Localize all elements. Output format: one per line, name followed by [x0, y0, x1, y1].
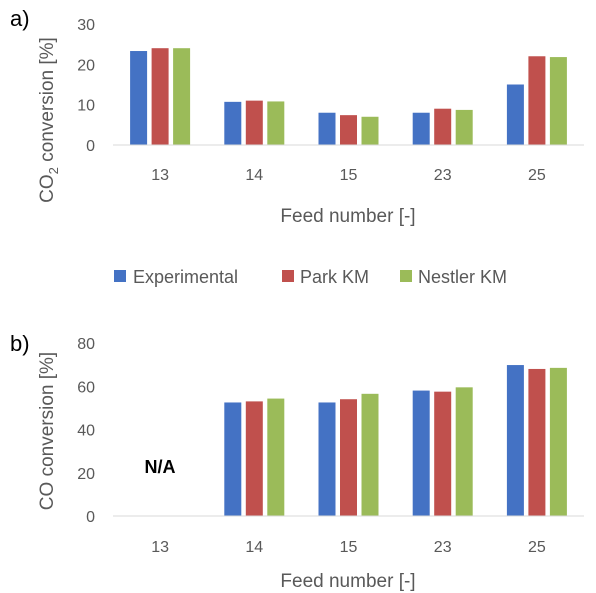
bar-b-park-km-15: [340, 399, 357, 516]
y-tick-label-b-2: 40: [77, 423, 95, 440]
bar-a-park-km-15: [340, 115, 357, 145]
x-tick-label-a-25: 25: [528, 167, 546, 184]
y-axis-title-a-sub: 2: [46, 167, 61, 174]
legend: Experimental Park KM Nestler KM: [114, 267, 507, 287]
bar-b-park-km-23: [434, 391, 452, 516]
bar-a-experimental-15: [318, 112, 336, 145]
y-tick-label-a-3: 30: [77, 17, 95, 34]
y-tick-label-b-4: 80: [77, 336, 95, 353]
bar-a-nestler-km-25: [549, 57, 567, 145]
bar-b-experimental-23: [412, 390, 430, 516]
bar-a-nestler-km-13: [173, 48, 191, 146]
y-tick-label-a-2: 20: [77, 57, 95, 74]
bar-a-nestler-km-15: [361, 116, 379, 145]
y-tick-label-b-3: 60: [77, 379, 95, 396]
panel-label-b: b): [10, 331, 30, 356]
panel-label-a: a): [10, 6, 30, 31]
bar-b-nestler-km-15: [361, 393, 379, 516]
bar-a-experimental-13: [130, 51, 148, 146]
x-ticks-b: 13 14 15 23 25: [151, 539, 546, 556]
x-tick-label-a-15: 15: [340, 167, 358, 184]
bar-a-nestler-km-14: [267, 101, 285, 145]
bar-a-park-km-23: [434, 108, 452, 145]
bars-a: [130, 48, 567, 146]
y-axis-title-a-rest: conversion [%]: [37, 37, 58, 167]
y-axis-title-a-main: CO: [37, 174, 58, 203]
x-tick-label-b-15: 15: [340, 539, 358, 556]
bar-a-park-km-14: [245, 100, 263, 145]
na-annotation: N/A: [145, 457, 176, 477]
chart-a: a) CO2 conversion [%] 0 10 20 30 13 14 15 23 25…: [10, 6, 584, 227]
bar-b-experimental-15: [318, 402, 336, 516]
bar-a-park-km-13: [151, 48, 169, 146]
x-tick-label-a-23: 23: [434, 167, 452, 184]
x-tick-label-a-14: 14: [245, 167, 263, 184]
legend-swatch-experimental: [114, 270, 126, 282]
bar-b-experimental-14: [224, 402, 242, 516]
bar-a-nestler-km-23: [455, 109, 473, 145]
y-tick-label-b-1: 20: [77, 466, 95, 483]
legend-label-park: Park KM: [300, 267, 369, 287]
y-axis-title-a: CO2 conversion [%]: [37, 37, 61, 203]
x-tick-label-b-25: 25: [528, 539, 546, 556]
x-tick-label-b-13: 13: [151, 539, 169, 556]
legend-label-experimental: Experimental: [133, 267, 238, 287]
x-axis-title-b: Feed number [-]: [280, 571, 415, 592]
y-axis-title-b: CO conversion [%]: [37, 352, 58, 510]
x-ticks-a: 13 14 15 23 25: [151, 167, 546, 184]
x-tick-label-b-14: 14: [245, 539, 263, 556]
bar-b-nestler-km-14: [267, 398, 285, 516]
bar-b-experimental-25: [506, 365, 524, 516]
legend-swatch-park: [282, 270, 294, 282]
chart-b: b) CO conversion [%] 0 20 40 60 80 13 14 15 23 2…: [10, 331, 584, 592]
x-tick-label-b-23: 23: [434, 539, 452, 556]
bar-a-park-km-25: [528, 56, 546, 146]
y-tick-label-b-0: 0: [86, 509, 95, 526]
x-tick-label-a-13: 13: [151, 167, 169, 184]
bar-a-experimental-14: [224, 101, 242, 145]
legend-label-nestler: Nestler KM: [418, 267, 507, 287]
bar-b-nestler-km-25: [549, 367, 567, 516]
y-ticks-a: 0 10 20 30: [77, 17, 95, 155]
x-axis-title-a: Feed number [-]: [280, 206, 415, 227]
legend-swatch-nestler: [400, 270, 412, 282]
bar-b-park-km-25: [528, 368, 546, 516]
bar-b-park-km-14: [245, 401, 263, 516]
y-ticks-b: 0 20 40 60 80: [77, 336, 95, 526]
bar-a-experimental-25: [506, 84, 524, 145]
bars-b: [224, 365, 567, 516]
y-tick-label-a-0: 0: [86, 138, 95, 155]
y-tick-label-a-1: 10: [77, 98, 95, 115]
bar-a-experimental-23: [412, 112, 430, 145]
bar-b-nestler-km-23: [455, 387, 473, 516]
